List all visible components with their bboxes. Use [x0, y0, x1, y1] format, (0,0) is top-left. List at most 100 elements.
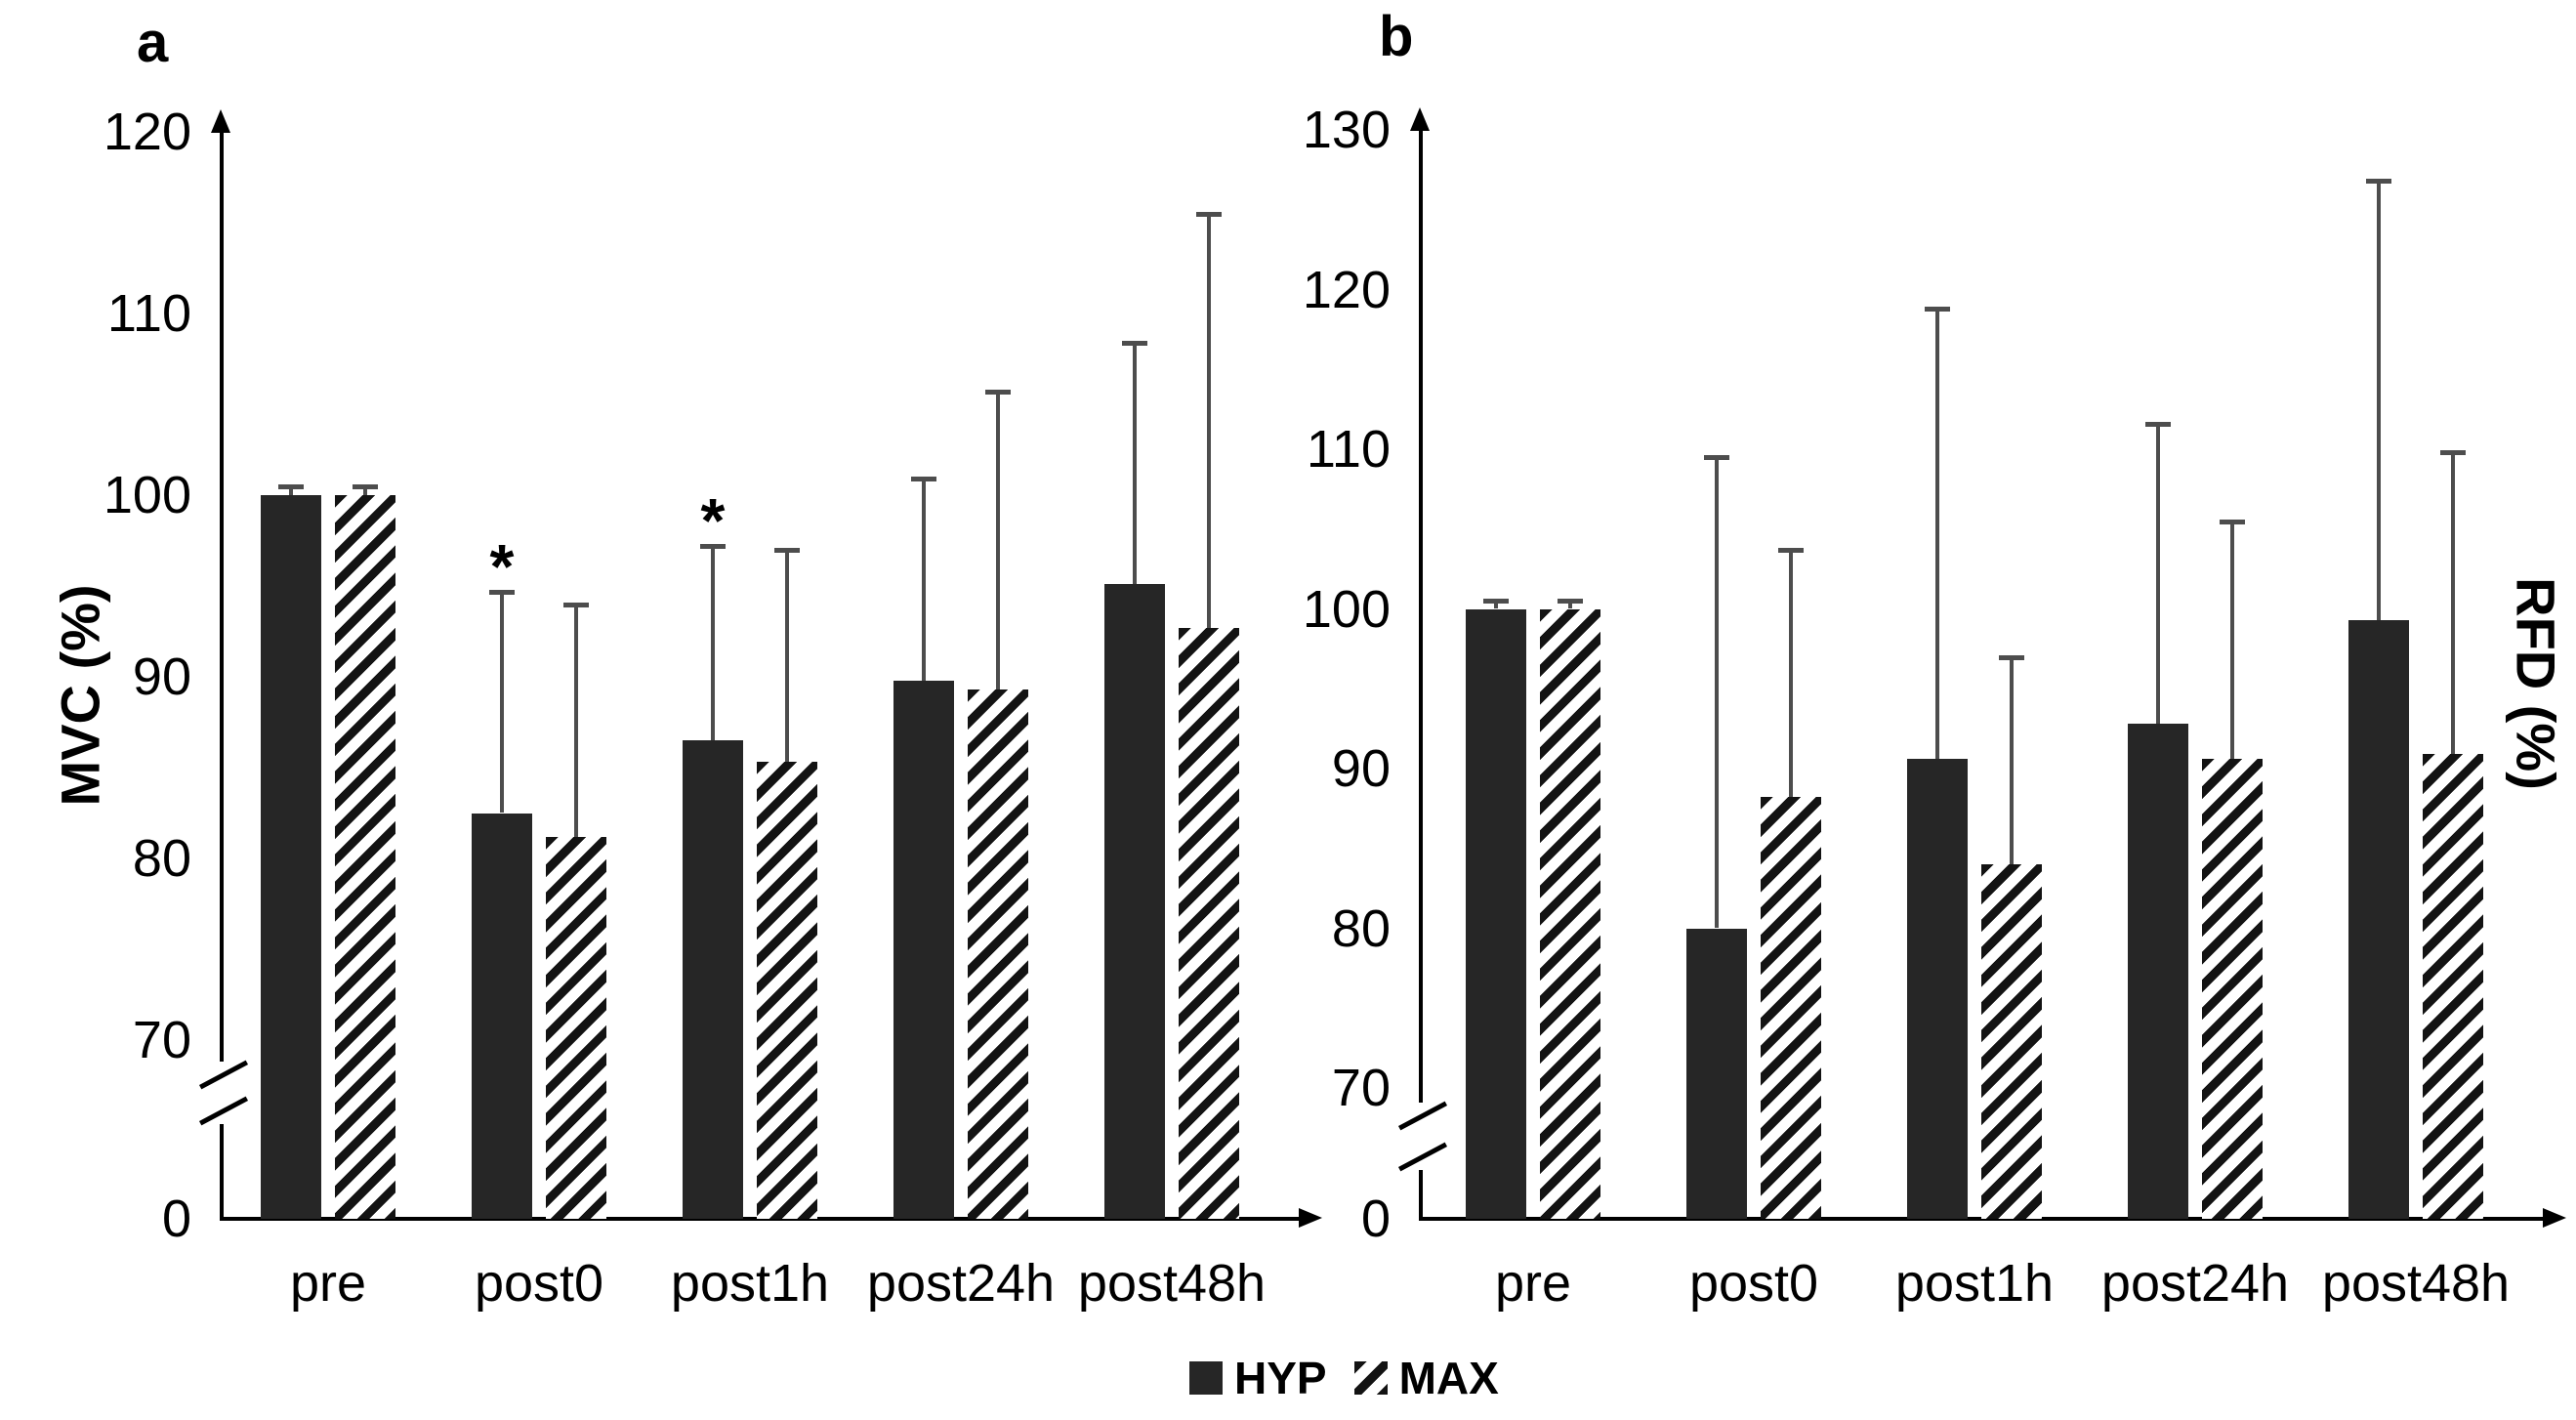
panel-a-y-axis-arrowhead-icon — [211, 109, 230, 133]
error-bar-max-post0-panel-b — [1789, 550, 1793, 798]
panel-b-x-label-post24h: post24h — [2100, 1254, 2290, 1313]
error-cap-hyp-post0-panel-b — [1704, 455, 1729, 461]
panel-a-y-tick-90: 90 — [132, 647, 191, 706]
bar-hyp-post48h-panel-a — [1104, 584, 1165, 1219]
panel-a-y-tick-100: 100 — [103, 466, 191, 524]
bar-hyp-pre-panel-a — [261, 495, 321, 1219]
bar-max-post48h-panel-a — [1179, 627, 1239, 1219]
bar-max-post48h-panel-b — [2423, 754, 2483, 1219]
bar-max-post0-panel-b — [1761, 797, 1821, 1219]
error-bar-max-post1h-panel-b — [2010, 656, 2014, 865]
error-cap-hyp-post24h-panel-b — [2145, 421, 2171, 427]
panel-b-y-tick-130: 130 — [1302, 101, 1391, 159]
error-bar-hyp-post48h-panel-a — [1133, 342, 1137, 585]
legend-label-hyp: HYP — [1234, 1353, 1327, 1403]
legend-swatch-hyp-solid — [1189, 1361, 1223, 1395]
panel-b-x-label-pre: pre — [1494, 1254, 1572, 1313]
panel-b-y-axis-upper-segment — [1419, 123, 1423, 1103]
panel-b-y-axis-title: RFD (%) — [2505, 577, 2567, 790]
panel-a-x-label-post48h: post48h — [1077, 1254, 1267, 1313]
error-cap-max-pre-panel-a — [353, 483, 378, 489]
panel-a-y-axis-title: MVC (%) — [49, 584, 111, 807]
panel-a-y-tick-120: 120 — [103, 103, 191, 161]
error-bar-hyp-post0-panel-b — [1715, 457, 1719, 929]
legend-swatch-max-hatched — [1353, 1361, 1388, 1395]
panel-b-axis-break-slash-1 — [1397, 1101, 1448, 1131]
panel-b-y-axis-arrowhead-icon — [1410, 107, 1430, 131]
bar-max-post0-panel-a — [546, 836, 606, 1219]
panel-a-axis-break-slash-1 — [198, 1060, 249, 1090]
panel-b-x-label-post0: post0 — [1688, 1254, 1819, 1313]
error-cap-hyp-pre-panel-a — [278, 483, 304, 489]
panel-b-y-tick-70: 70 — [1331, 1059, 1391, 1117]
error-cap-hyp-post24h-panel-a — [911, 477, 936, 482]
panel-b-axis-break-slash-2 — [1397, 1142, 1448, 1172]
bar-hyp-pre-panel-b — [1466, 608, 1526, 1219]
error-bar-hyp-post0-panel-a — [500, 591, 504, 814]
error-bar-max-post24h-panel-a — [996, 391, 1000, 689]
panel-a-x-axis-arrowhead-icon — [1299, 1208, 1322, 1228]
bar-hyp-post24h-panel-a — [893, 680, 954, 1219]
error-bar-max-post24h-panel-b — [2230, 521, 2234, 760]
panel-b-y-tick-110: 110 — [1306, 420, 1391, 479]
significance-asterisk-post1h-panel-a: * — [700, 485, 726, 557]
bar-max-pre-panel-b — [1540, 608, 1600, 1219]
panel-a-y-axis-lower-segment — [220, 1124, 224, 1219]
panel-a-x-label-post1h: post1h — [670, 1254, 830, 1313]
error-cap-hyp-post0-panel-a — [489, 589, 515, 595]
panel-b-y-tick-100: 100 — [1302, 579, 1391, 639]
bar-max-post24h-panel-b — [2202, 759, 2263, 1219]
error-cap-max-post24h-panel-b — [2220, 519, 2245, 524]
bar-hyp-post1h-panel-a — [683, 740, 743, 1219]
error-bar-hyp-pre-panel-b — [1494, 601, 1498, 609]
panel-a-x-label-post24h: post24h — [866, 1254, 1056, 1313]
panel-a-y-tick-80: 80 — [132, 829, 191, 888]
error-bar-hyp-post48h-panel-b — [2377, 181, 2381, 620]
error-bar-max-pre-panel-a — [363, 485, 367, 495]
panel-a-y-tick-110: 110 — [106, 284, 191, 343]
bar-hyp-post48h-panel-b — [2348, 619, 2409, 1219]
panel-b-y-tick-80: 80 — [1331, 898, 1391, 958]
error-cap-max-post0-panel-a — [563, 602, 589, 607]
panel-a-x-label-pre: pre — [289, 1254, 367, 1313]
error-bar-hyp-post24h-panel-b — [2156, 423, 2160, 725]
error-bar-max-post1h-panel-a — [785, 549, 789, 763]
legend-label-max: MAX — [1398, 1353, 1499, 1403]
error-bar-hyp-pre-panel-a — [289, 485, 293, 495]
panel-a-y-axis-upper-segment — [220, 125, 224, 1062]
panel-b-title-letter: b — [1379, 5, 1414, 68]
error-bar-hyp-post1h-panel-a — [711, 546, 715, 741]
panel-a-x-label-post0: post0 — [474, 1254, 604, 1313]
panel-a-axis-break-slash-2 — [198, 1096, 249, 1126]
error-bar-max-pre-panel-b — [1568, 601, 1572, 609]
panel-b-x-label-post48h: post48h — [2321, 1254, 2511, 1313]
bar-hyp-post24h-panel-b — [2128, 724, 2188, 1219]
error-cap-hyp-post1h-panel-a — [700, 544, 726, 550]
error-cap-max-post48h-panel-b — [2440, 450, 2466, 456]
error-cap-max-post24h-panel-a — [985, 389, 1011, 395]
panel-a-title-letter: a — [137, 11, 169, 74]
bar-max-post1h-panel-a — [757, 762, 817, 1219]
bar-hyp-post1h-panel-b — [1907, 759, 1968, 1219]
error-bar-hyp-post24h-panel-a — [922, 479, 926, 681]
error-cap-max-pre-panel-b — [1558, 599, 1583, 605]
panel-b-x-label-post1h: post1h — [1894, 1254, 2055, 1313]
bar-max-post24h-panel-a — [968, 689, 1028, 1219]
error-cap-max-post48h-panel-a — [1196, 211, 1222, 217]
panel-b-y-tick-origin: 0 — [1360, 1190, 1391, 1248]
error-cap-hyp-post48h-panel-b — [2366, 179, 2391, 185]
bar-max-pre-panel-a — [335, 495, 395, 1219]
error-cap-hyp-post1h-panel-b — [1925, 307, 1950, 313]
error-cap-max-post1h-panel-b — [1999, 654, 2024, 660]
panel-b-x-axis-arrowhead-icon — [2543, 1208, 2566, 1228]
error-cap-max-post0-panel-b — [1778, 548, 1804, 553]
panel-b-y-tick-120: 120 — [1302, 260, 1391, 319]
error-bar-max-post0-panel-a — [574, 604, 578, 837]
error-cap-hyp-pre-panel-b — [1483, 599, 1509, 605]
panel-a-y-tick-70: 70 — [132, 1011, 191, 1069]
panel-a-x-axis — [220, 1217, 1299, 1221]
panel-b-y-tick-90: 90 — [1331, 739, 1391, 798]
panel-b-y-axis-lower-segment — [1419, 1170, 1423, 1219]
error-cap-hyp-post48h-panel-a — [1122, 340, 1147, 346]
